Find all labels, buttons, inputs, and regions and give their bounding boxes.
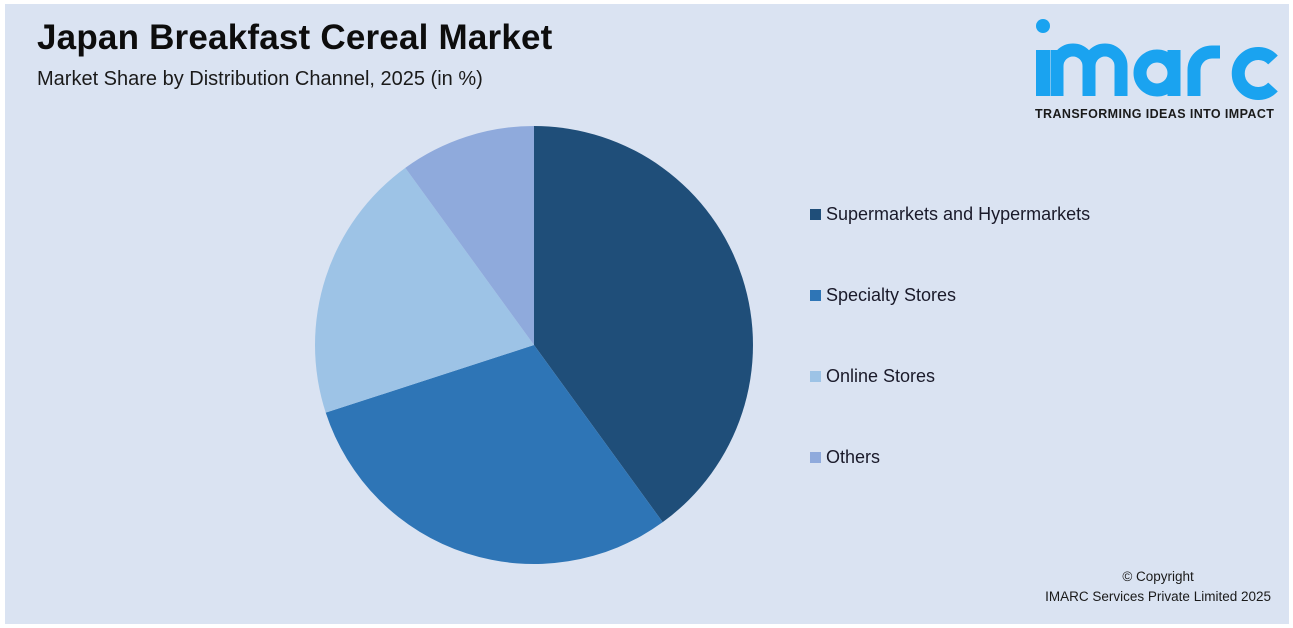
chart-subtitle: Market Share by Distribution Channel, 20… [37, 68, 483, 90]
legend-swatch-icon [810, 371, 821, 382]
legend-swatch-icon [810, 452, 821, 463]
legend-label: Supermarkets and Hypermarkets [826, 204, 1091, 224]
legend-item-others: Others [810, 447, 880, 468]
legend-label: Others [826, 447, 881, 467]
pie-slice-specialty-stores [325, 345, 663, 564]
chart-panel: Japan Breakfast Cereal Market Market Sha… [5, 4, 1289, 624]
pie-slice-supermarkets-and-hypermarkets [534, 126, 753, 523]
legend-swatch-icon [810, 209, 821, 220]
imarc-wordmark-icon [1036, 19, 1278, 100]
legend-label: Online Stores [826, 366, 936, 386]
pie-chart-svg [315, 126, 753, 564]
pie-chart [310, 121, 758, 569]
legend-item-supermarkets: Supermarkets and Hypermarkets [810, 204, 1090, 225]
copyright-notice: © Copyright IMARC Services Private Limit… [1045, 567, 1271, 607]
imarc-logo: TRANSFORMING IDEAS INTO IMPACT [1027, 16, 1287, 126]
logo-tagline: TRANSFORMING IDEAS INTO IMPACT [1035, 107, 1275, 121]
legend-item-online-stores: Online Stores [810, 366, 935, 387]
pie-slice-online-stores [315, 167, 534, 413]
copyright-line-2: IMARC Services Private Limited 2025 [1045, 589, 1271, 604]
pie-slice-others [405, 126, 534, 345]
legend-swatch-icon [810, 290, 821, 301]
legend-label: Specialty Stores [826, 285, 957, 305]
copyright-line-1: © Copyright [1122, 569, 1194, 584]
chart-title: Japan Breakfast Cereal Market [37, 18, 553, 57]
legend-item-specialty-stores: Specialty Stores [810, 285, 956, 306]
